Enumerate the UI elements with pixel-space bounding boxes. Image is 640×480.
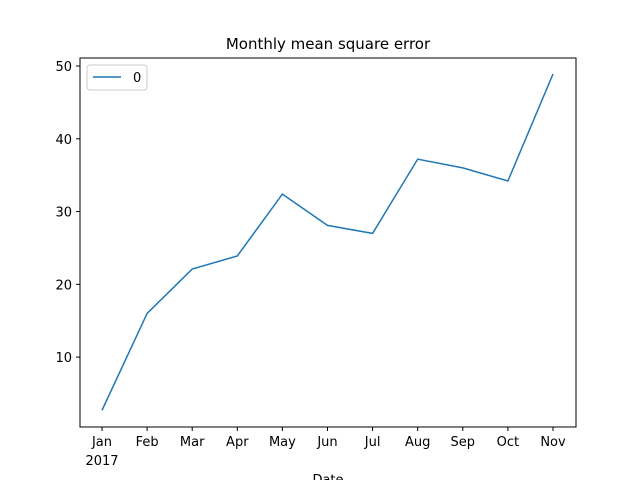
y-tick-label: 20 <box>55 278 72 293</box>
x-year-label: 2017 <box>85 454 118 469</box>
x-tick-label: Oct <box>497 435 519 450</box>
x-tick-label: Nov <box>540 435 566 450</box>
x-tick-label: Aug <box>405 435 430 450</box>
x-axis-label: Date <box>312 473 343 480</box>
y-tick-label: 50 <box>55 60 72 75</box>
x-tick-label: Apr <box>226 435 249 450</box>
y-tick-label: 40 <box>55 133 72 148</box>
y-tick-label: 10 <box>55 351 72 366</box>
x-tick-label: Sep <box>451 435 476 450</box>
x-tick-label: Feb <box>136 435 159 450</box>
x-tick-label: Jun <box>316 435 337 450</box>
x-tick-label: May <box>269 435 296 450</box>
x-tick-label: Jul <box>364 435 381 450</box>
y-tick-label: 30 <box>55 206 72 221</box>
x-tick-label: Mar <box>180 435 205 450</box>
plot-frame <box>79 57 577 428</box>
chart-title: Monthly mean square error <box>226 35 431 53</box>
x-tick-label: Jan <box>91 435 112 450</box>
legend-label: 0 <box>133 71 141 86</box>
data-line <box>101 73 554 411</box>
